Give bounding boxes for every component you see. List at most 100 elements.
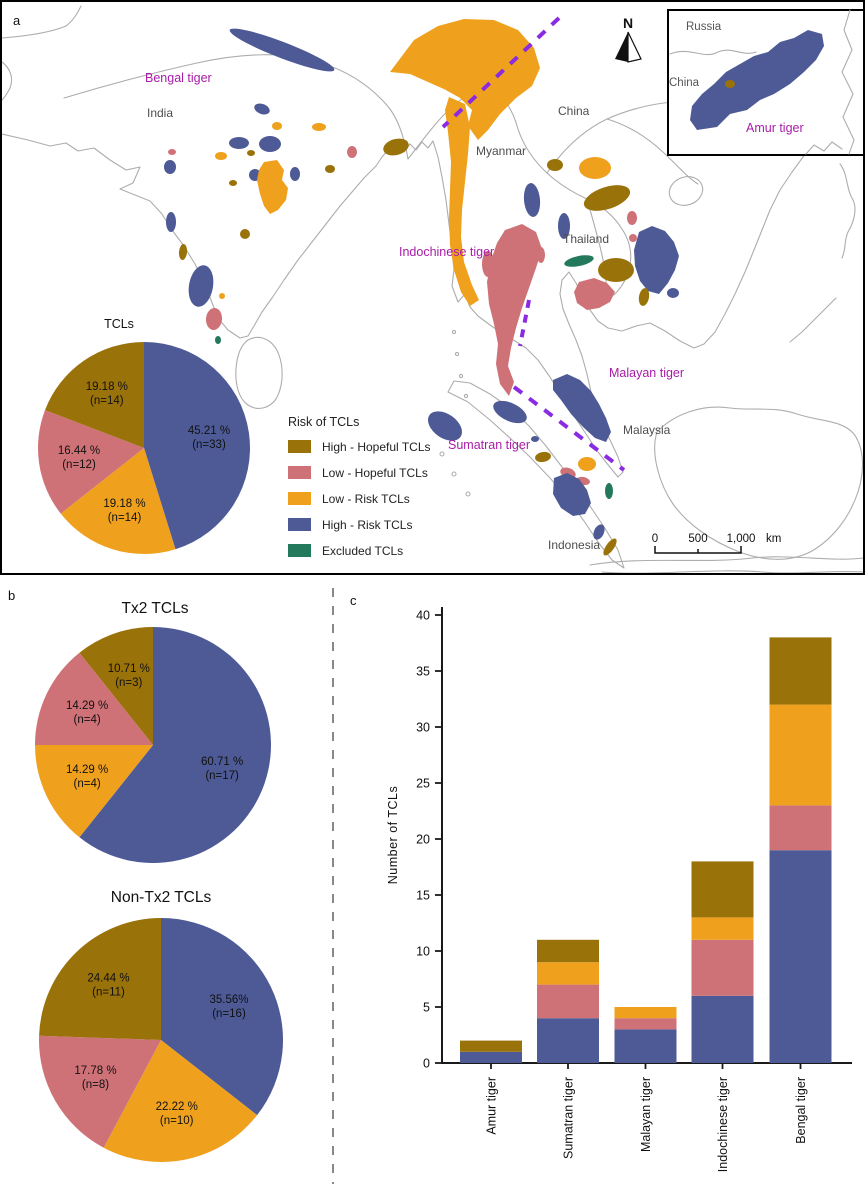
country-labels: India China Myanmar Thailand Malaysia In… — [147, 104, 671, 552]
x-category-label: Indochinese tiger — [716, 1077, 730, 1172]
pie-panel: Tx2 TCLs 60.71 % (n=17) 14.29 % (n=4) 14.29 … — [35, 600, 284, 1163]
pie-slice-label: 17.78 % (n=8) — [74, 1065, 116, 1091]
legend-item-excluded: Excluded TCLs — [288, 543, 431, 558]
label-bengal-tiger: Bengal tiger — [145, 71, 212, 85]
legend-item-low-risk: Low - Risk TCLs — [288, 491, 431, 506]
inset-label-amur-tiger: Amur tiger — [746, 121, 804, 135]
pie-slice-label: 45.21 % (n=33) — [188, 425, 230, 451]
pie-chart-tx2: Tx2 TCLs 60.71 % (n=17) 14.29 % (n=4) 14.29 … — [35, 600, 271, 863]
panel-label-b: b — [8, 588, 16, 603]
pie-slice-label: 10.71 % (n=3) — [108, 663, 150, 689]
amur-tcl-patch — [690, 30, 824, 130]
pie-slice-high-hopeful-tcls — [45, 342, 145, 448]
legend-item-high-risk: High - Risk TCLs — [288, 517, 431, 532]
x-category-label: Malayan tiger — [639, 1077, 653, 1152]
x-category-label: Sumatran tiger — [562, 1077, 576, 1159]
north-label: N — [623, 15, 633, 31]
pie-nontx2-title: Non-Tx2 TCLs — [111, 889, 212, 906]
legend-item-label: Excluded TCLs — [322, 543, 404, 558]
bar-segment-indochinese-tiger-high-hopeful-tcls — [691, 861, 754, 918]
legend-title: Risk of TCLs — [288, 415, 360, 429]
y-tick-label: 25 — [416, 777, 430, 791]
scale-bar: 0 500 1,000 km — [652, 533, 781, 554]
bar-chart-panel: Number of TCLs 0 5 10 15 20 25 30 35 40 Amur tige… — [386, 607, 852, 1172]
subspecies-boundary-lines — [441, 16, 626, 472]
pie-slice-label: 24.44 % (n=11) — [87, 973, 129, 999]
pie-slice-low-hopeful-tcls — [37, 410, 145, 514]
pie-slice-high-risk-tcls — [79, 627, 271, 863]
bar-segment-indochinese-tiger-low-risk-tcls — [691, 917, 754, 940]
panel-label-c: c — [350, 593, 357, 608]
high-hopeful-swatch — [288, 440, 311, 453]
scale-1000: 1,000 — [727, 533, 756, 545]
legend-item-low-hopeful: Low - Hopeful TCLs — [288, 466, 431, 480]
pie-tcls-title: TCLs — [104, 317, 134, 331]
legend-item-label: High - Risk TCLs — [322, 517, 413, 532]
subspecies-labels: Bengal tiger Indochinese tiger Malayan t… — [145, 71, 684, 452]
label-indochinese-tiger: Indochinese tiger — [399, 245, 494, 259]
legend-item-label: High - Hopeful TCLs — [322, 439, 431, 454]
bar-segment-malayan-tiger-low-risk-tcls — [614, 1007, 677, 1019]
inset-map: Russia China Amur tiger — [667, 9, 863, 156]
label-myanmar: Myanmar — [476, 144, 526, 158]
pie-slice-label: 35.56% (n=16) — [209, 994, 248, 1020]
y-tick-label: 20 — [416, 833, 430, 847]
pie-slice-label: 19.18 % (n=14) — [103, 498, 145, 524]
bar-segment-sumatran-tiger-low-risk-tcls — [537, 962, 599, 985]
label-china: China — [558, 104, 590, 118]
excluded-swatch — [288, 544, 311, 557]
y-tick-label: 40 — [416, 609, 430, 623]
pie-slice-label: 60.71 % (n=17) — [201, 756, 243, 782]
pie-slice-high-hopeful-tcls — [79, 627, 153, 745]
high-risk-swatch — [288, 518, 311, 531]
inset-label-russia: Russia — [686, 21, 722, 33]
north-arrow-icon: N — [615, 15, 642, 63]
y-tick-label: 5 — [423, 1001, 430, 1015]
pie-chart-nontx2: Non-Tx2 TCLs 35.56% (n=16) 22.22 % (n=10) 17… — [39, 889, 284, 1163]
low-hopeful-swatch — [288, 466, 311, 479]
coastline — [2, 5, 863, 573]
bar-ylabel: Number of TCLs — [386, 786, 400, 884]
label-malayan-tiger: Malayan tiger — [609, 366, 684, 380]
bar-segment-malayan-tiger-high-risk-tcls — [614, 1029, 677, 1063]
label-thailand: Thailand — [563, 232, 609, 246]
bar-segment-indochinese-tiger-low-hopeful-tcls — [691, 939, 754, 996]
pie-tx2-title: Tx2 TCLs — [122, 600, 189, 617]
pie-chart-tcls: TCLs 45.21 % (n=33) 19.18 % (n=14) 16.44 % (n… — [37, 317, 251, 555]
bar-segment-amur-tiger-high-hopeful-tcls — [460, 1040, 522, 1052]
pie-slice-high-risk-tcls — [161, 918, 284, 1116]
pie-slice-low-hopeful-tcls — [35, 652, 153, 745]
x-category-label: Amur tiger — [485, 1077, 499, 1135]
label-india: India — [147, 106, 173, 120]
label-malaysia: Malaysia — [623, 423, 671, 437]
bar-segment-sumatran-tiger-low-hopeful-tcls — [537, 984, 599, 1019]
y-tick-label: 0 — [423, 1057, 430, 1071]
legend-item-label: Low - Risk TCLs — [322, 491, 410, 506]
map-panel: India China Myanmar Thailand Malaysia In… — [0, 0, 865, 575]
tcl-patches — [164, 19, 679, 556]
pie-slice-label: 16.44 % (n=12) — [58, 445, 100, 471]
pie-slice-high-hopeful-tcls — [39, 918, 161, 1040]
bar-segment-sumatran-tiger-high-hopeful-tcls — [537, 939, 599, 963]
pie-slice-label: 22.22 % (n=10) — [156, 1101, 198, 1127]
low-risk-swatch — [288, 492, 311, 505]
legend-item-high-hopeful: High - Hopeful TCLs — [288, 439, 431, 454]
bar-segment-sumatran-tiger-high-risk-tcls — [537, 1018, 599, 1063]
asia-map: India China Myanmar Thailand Malaysia In… — [2, 5, 863, 573]
pie-slice-low-risk-tcls — [35, 745, 153, 838]
pie-slice-label: 14.29 % (n=4) — [66, 700, 108, 726]
inset-label-china: China — [669, 77, 700, 89]
bar-segment-bengal-tiger-low-risk-tcls — [769, 704, 832, 806]
risk-legend: Risk of TCLs High - Hopeful TCLs Low - H… — [288, 415, 431, 570]
bar-segment-bengal-tiger-high-hopeful-tcls — [769, 637, 832, 705]
bar-segment-amur-tiger-high-risk-tcls — [460, 1051, 522, 1063]
y-tick-label: 30 — [416, 721, 430, 735]
pie-slice-label: 19.18 % (n=14) — [86, 381, 128, 407]
bar-segment-malayan-tiger-low-hopeful-tcls — [614, 1018, 677, 1030]
bar-segment-indochinese-tiger-high-risk-tcls — [691, 995, 754, 1063]
bar-segment-bengal-tiger-low-hopeful-tcls — [769, 805, 832, 851]
scale-500: 500 — [688, 533, 707, 545]
y-tick-label: 15 — [416, 889, 430, 903]
pie-slice-low-risk-tcls — [103, 1040, 258, 1163]
